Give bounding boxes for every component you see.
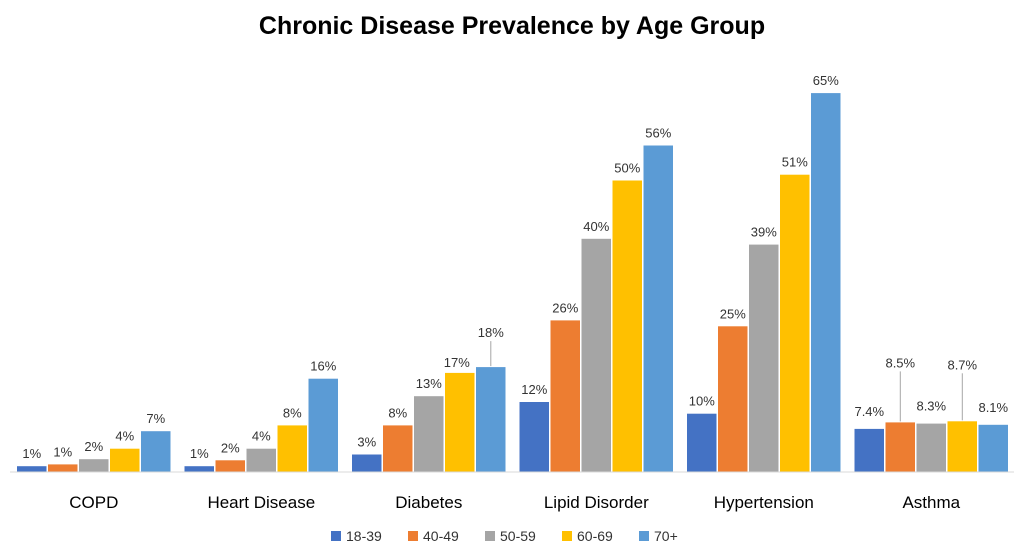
bar-40-49-hypertension: [718, 326, 748, 473]
category-label: Heart Disease: [207, 493, 315, 512]
bar-40-49-heart-disease: [215, 460, 245, 472]
category-label: Diabetes: [395, 493, 462, 512]
bar-18-39-asthma: [854, 428, 884, 472]
data-label: 39%: [751, 225, 777, 240]
data-label: 2%: [221, 440, 240, 455]
data-label: 56%: [645, 126, 671, 141]
bar-60-69-lipid-disorder: [612, 180, 642, 472]
legend-label: 40-49: [423, 528, 459, 544]
data-label: 16%: [310, 359, 336, 374]
bar-50-59-asthma: [916, 423, 946, 472]
bar-60-69-heart-disease: [277, 425, 307, 472]
bar-50-59-hypertension: [749, 244, 779, 472]
data-label: 2%: [84, 439, 103, 454]
bars-layer: [17, 93, 1008, 473]
data-label: 8%: [388, 405, 407, 420]
data-label: 8.5%: [885, 355, 915, 370]
legend-label: 18-39: [346, 528, 382, 544]
data-label: 18%: [478, 325, 504, 340]
bar-70+-diabetes: [476, 367, 506, 472]
data-label: 1%: [53, 444, 72, 459]
bar-60-69-hypertension: [780, 174, 810, 472]
bar-50-59-diabetes: [414, 396, 444, 472]
legend-label: 60-69: [577, 528, 613, 544]
bar-18-39-hypertension: [687, 413, 717, 472]
leader-lines: [490, 341, 963, 422]
bar-50-59-copd: [79, 459, 109, 472]
category-label: Hypertension: [714, 493, 814, 512]
data-label: 8.3%: [916, 399, 946, 414]
legend-label: 70+: [654, 528, 678, 544]
data-label: 51%: [782, 155, 808, 170]
bar-60-69-asthma: [947, 421, 977, 472]
data-label: 8%: [283, 405, 302, 420]
bar-60-69-copd: [110, 448, 140, 472]
bar-70+-asthma: [978, 424, 1008, 472]
bar-40-49-copd: [48, 464, 78, 472]
data-label: 12%: [521, 382, 547, 397]
data-label: 13%: [416, 376, 442, 391]
bar-60-69-diabetes: [445, 372, 475, 472]
data-label: 1%: [190, 446, 209, 461]
legend: 18-39 40-49 50-59 60-69 70+: [331, 528, 678, 544]
category-label: Asthma: [902, 493, 960, 512]
bar-18-39-lipid-disorder: [519, 402, 549, 472]
bar-50-59-heart-disease: [246, 448, 276, 472]
data-label: 17%: [444, 355, 470, 370]
bar-40-49-asthma: [885, 422, 915, 472]
bar-18-39-diabetes: [352, 454, 382, 472]
data-label: 40%: [583, 219, 609, 234]
category-labels: COPD Heart Disease Diabetes Lipid Disorder H…: [69, 493, 960, 512]
legend-swatch: [408, 531, 418, 541]
data-labels: 1% 1% 2% 4% 7% 1% 2% 4% 8% 16% 3% 8% 13%17% 18% 12% 26%…: [22, 73, 1008, 461]
data-label: 8.7%: [947, 357, 977, 372]
data-label: 1%: [22, 446, 41, 461]
bar-70+-lipid-disorder: [643, 145, 673, 472]
chart-title: Chronic Disease Prevalence by Age Group: [258, 12, 766, 40]
data-label: 7.4%: [854, 404, 884, 419]
bar-70+-copd: [141, 431, 171, 472]
category-label: COPD: [69, 493, 118, 512]
data-label: 4%: [252, 429, 271, 444]
bar-18-39-copd: [17, 466, 47, 472]
bar-70+-heart-disease: [308, 378, 338, 472]
legend-swatch: [562, 531, 572, 541]
bar-40-49-lipid-disorder: [550, 320, 580, 472]
data-label: 8.1%: [978, 400, 1008, 415]
legend-swatch: [331, 531, 341, 541]
data-label: 10%: [689, 394, 715, 409]
data-label: 50%: [614, 161, 640, 176]
bar-70+-hypertension: [811, 93, 841, 472]
legend-swatch: [485, 531, 495, 541]
bar-18-39-heart-disease: [184, 466, 214, 472]
data-label: 4%: [115, 429, 134, 444]
data-label: 65%: [813, 73, 839, 88]
data-label: 7%: [146, 411, 165, 426]
bar-40-49-diabetes: [383, 425, 413, 472]
data-label: 25%: [720, 306, 746, 321]
category-label: Lipid Disorder: [544, 493, 649, 512]
legend-swatch: [639, 531, 649, 541]
bar-50-59-lipid-disorder: [581, 238, 611, 472]
data-label: 26%: [552, 300, 578, 315]
legend-label: 50-59: [500, 528, 536, 544]
data-label: 3%: [357, 435, 376, 450]
